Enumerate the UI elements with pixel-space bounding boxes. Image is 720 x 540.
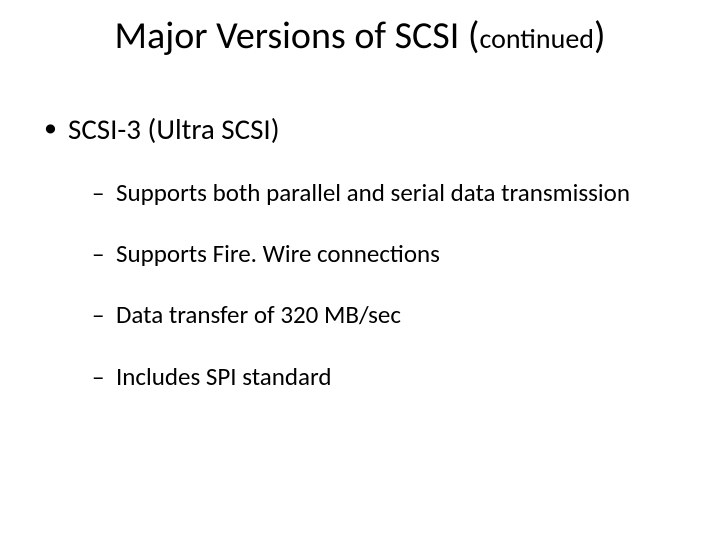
bullet-text: Data transfer of 320 MB/sec: [116, 299, 401, 330]
list-item: Supports both parallel and serial data t…: [68, 177, 680, 208]
title-main: Major Versions of SCSI (: [114, 13, 479, 59]
bullet-list-level1: SCSI-3 (Ultra SCSI) Supports both parall…: [40, 112, 680, 392]
list-item: Supports Fire. Wire connections: [68, 238, 680, 269]
bullet-list-level2: Supports both parallel and serial data t…: [68, 177, 680, 392]
title-continued: continued: [479, 21, 594, 56]
bullet-text: Supports both parallel and serial data t…: [116, 177, 630, 208]
bullet-text: Includes SPI standard: [116, 361, 332, 392]
list-item: SCSI-3 (Ultra SCSI) Supports both parall…: [40, 112, 680, 392]
slide: Major Versions of SCSI (continued) SCSI-…: [0, 0, 720, 540]
bullet-text: Supports Fire. Wire connections: [116, 238, 440, 269]
bullet-text: SCSI-3 (Ultra SCSI): [68, 111, 280, 147]
list-item: Includes SPI standard: [68, 361, 680, 392]
slide-title: Major Versions of SCSI (continued): [0, 16, 720, 58]
slide-body: SCSI-3 (Ultra SCSI) Supports both parall…: [40, 112, 680, 422]
list-item: Data transfer of 320 MB/sec: [68, 299, 680, 330]
title-close: ): [594, 13, 606, 59]
